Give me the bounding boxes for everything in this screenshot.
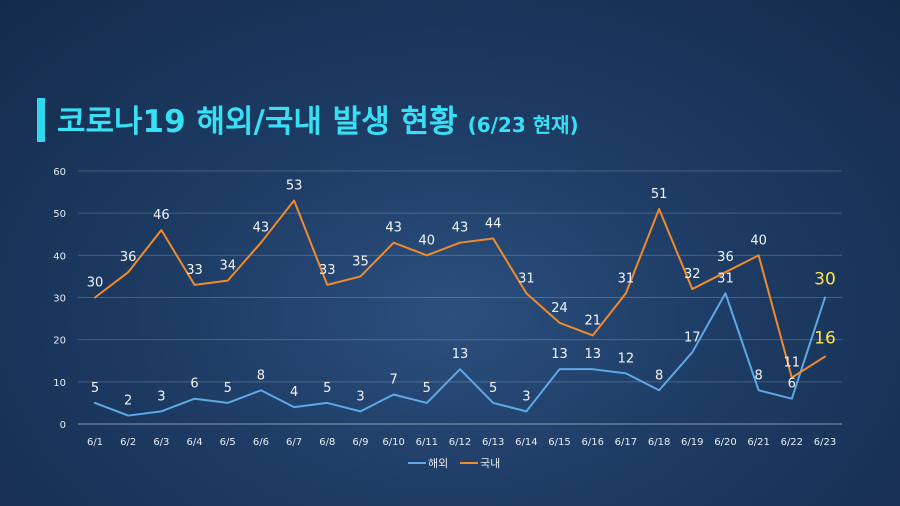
y-tick-label: 20 [53, 336, 66, 347]
legend-label: 해외 [428, 456, 448, 470]
x-tick-label: 6/10 [382, 437, 404, 448]
y-tick-label: 40 [53, 251, 66, 262]
data-label: 13 [452, 347, 469, 362]
series-line-overseas [94, 292, 826, 417]
x-tick-label: 6/21 [747, 437, 769, 448]
data-label: 3 [157, 389, 165, 404]
x-tick-label: 6/11 [416, 437, 438, 448]
data-label: 11 [784, 356, 801, 371]
x-tick-label: 6/6 [253, 437, 269, 448]
data-label: 7 [389, 372, 397, 387]
data-label: 34 [219, 259, 236, 274]
data-label: 5 [91, 381, 99, 396]
data-label: 33 [319, 263, 336, 278]
x-tick-label: 6/1 [87, 437, 103, 448]
data-label: 53 [286, 179, 303, 194]
x-tick-label: 6/23 [814, 437, 836, 448]
y-tick-label: 30 [53, 294, 66, 305]
y-tick-label: 50 [53, 209, 66, 220]
data-label: 13 [584, 347, 601, 362]
x-tick-label: 6/14 [515, 437, 537, 448]
y-axis: 0 10 20 30 40 50 60 [53, 167, 66, 431]
x-tick-label: 6/12 [449, 437, 471, 448]
data-label: 40 [750, 233, 767, 248]
data-label: 24 [551, 301, 568, 316]
chart-title-text: 코로나19 해외/국내 발생 현황 [57, 104, 458, 140]
data-label: 33 [186, 263, 203, 278]
x-tick-label: 6/18 [648, 437, 670, 448]
x-tick-label: 6/17 [615, 437, 637, 448]
data-label: 6 [788, 377, 796, 392]
data-label: 13 [551, 347, 568, 362]
x-tick-label: 6/4 [186, 437, 202, 448]
x-tick-label: 6/9 [352, 437, 368, 448]
data-label: 43 [253, 221, 270, 236]
data-label: 3 [522, 389, 530, 404]
data-label: 3 [356, 389, 364, 404]
data-label: 2 [124, 394, 132, 409]
y-tick-label: 10 [53, 378, 66, 389]
chart-title: 코로나19 해외/국내 발생 현황 (6/23 현재) [57, 96, 579, 144]
data-label: 12 [618, 351, 635, 366]
data-label: 40 [419, 233, 436, 248]
y-tick-label: 60 [53, 167, 66, 178]
data-label: 43 [385, 221, 402, 236]
series-layer [94, 199, 826, 417]
data-label: 5 [423, 381, 431, 396]
series-line-domestic [94, 199, 826, 379]
data-label: 8 [257, 368, 265, 383]
data-label: 5 [489, 381, 497, 396]
data-label: 4 [290, 385, 298, 400]
x-tick-label: 6/15 [548, 437, 570, 448]
x-tick-label: 6/19 [681, 437, 703, 448]
data-label: 21 [584, 313, 601, 328]
data-label: 44 [485, 216, 502, 231]
data-label: 16 [814, 329, 836, 349]
title-accent-bar [37, 98, 45, 142]
legend-label: 국내 [480, 457, 500, 470]
x-tick-label: 6/5 [220, 437, 236, 448]
x-tick-label: 6/7 [286, 437, 302, 448]
data-label: 32 [684, 267, 701, 282]
data-label: 30 [87, 276, 104, 291]
data-label: 51 [651, 187, 668, 202]
data-label: 31 [518, 271, 535, 286]
x-axis: 6/1 6/2 6/3 6/4 6/5 6/6 6/7 6/8 6/9 6/10 6/11 6/12 6… [87, 437, 836, 448]
x-tick-label: 6/3 [153, 437, 169, 448]
data-label: 8 [655, 368, 663, 383]
data-label: 17 [684, 330, 701, 345]
data-label: 8 [754, 368, 762, 383]
data-label: 46 [153, 208, 170, 223]
x-tick-label: 6/20 [714, 437, 736, 448]
legend: 해외 국내 [408, 456, 500, 470]
data-label: 5 [224, 381, 232, 396]
x-tick-label: 6/8 [319, 437, 335, 448]
data-label: 36 [717, 250, 734, 265]
grid-layer [78, 170, 842, 425]
data-label: 31 [618, 271, 635, 286]
data-label: 43 [452, 221, 469, 236]
data-label: 36 [120, 250, 137, 265]
data-label: 6 [190, 377, 198, 392]
x-tick-label: 6/13 [482, 437, 504, 448]
x-tick-label: 6/16 [581, 437, 603, 448]
data-label: 5 [323, 381, 331, 396]
chart-subtitle: (6/23 현재) [467, 113, 579, 137]
data-label: 31 [717, 271, 734, 286]
x-tick-label: 6/2 [120, 437, 136, 448]
data-label: 35 [352, 254, 369, 269]
data-label: 30 [814, 270, 836, 290]
y-tick-label: 0 [60, 420, 66, 431]
x-tick-label: 6/22 [781, 437, 803, 448]
